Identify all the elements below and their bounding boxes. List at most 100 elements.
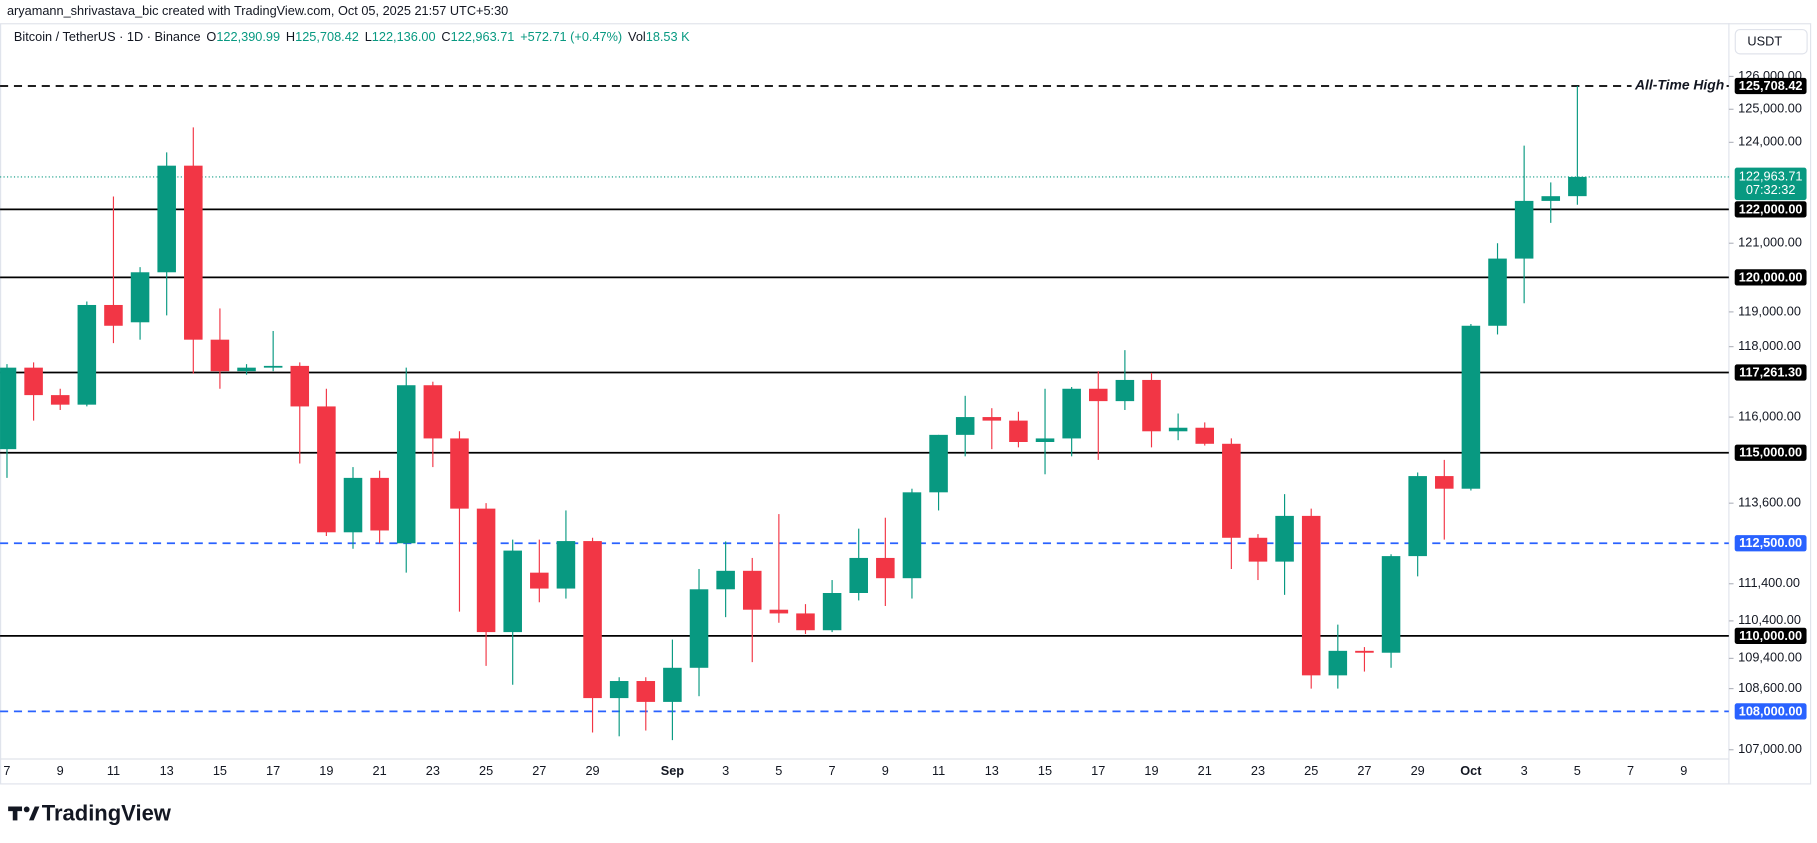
candle-body	[796, 613, 815, 631]
candle-body	[263, 365, 283, 368]
candle-body	[876, 557, 895, 579]
candle-body	[1035, 438, 1055, 443]
candle-body	[237, 367, 256, 372]
candle-body	[503, 550, 522, 633]
x-tick-label: 13	[160, 763, 174, 778]
candle-body	[476, 508, 496, 633]
level-price-box	[1734, 444, 1807, 461]
level-price-box	[1734, 627, 1807, 644]
candle-body	[716, 570, 735, 590]
candle-body	[130, 272, 150, 323]
x-tick-label: 25	[1304, 763, 1318, 778]
candle-body	[370, 477, 389, 531]
candle-body	[1408, 476, 1427, 557]
countdown: 07:32:32	[1746, 182, 1796, 197]
brand-logo	[8, 806, 40, 821]
y-tick-label: 119,000.00	[1738, 303, 1801, 318]
candle-body	[343, 477, 363, 533]
candle-body	[450, 438, 469, 509]
candle-body	[583, 541, 602, 699]
legend-close: 122,963.71	[451, 30, 515, 45]
candle-body	[1089, 388, 1108, 402]
candle-body	[77, 304, 97, 405]
level-price-box	[1734, 535, 1807, 552]
candle-body	[1275, 515, 1294, 562]
legend-open: 122,390.99	[216, 30, 280, 45]
x-tick-label: 9	[1680, 763, 1687, 778]
logo-slash	[28, 806, 40, 821]
x-tick-label: Oct	[1460, 763, 1482, 778]
candle-body	[1062, 388, 1081, 439]
level-price-label: 122,000.00	[1739, 201, 1803, 216]
level-price-label: 125,708.42	[1739, 78, 1803, 93]
x-tick-label: 11	[932, 763, 945, 778]
candle-body	[955, 417, 975, 435]
legend-low-label: L	[365, 30, 372, 45]
candle-body	[396, 385, 416, 544]
last-price-label: 122,963.71	[1739, 168, 1803, 183]
candle-body	[822, 592, 842, 631]
candle-body	[902, 492, 922, 579]
x-tick-label: 9	[57, 763, 64, 778]
y-tick-label: 125,000.00	[1738, 101, 1802, 116]
currency-button[interactable]	[1734, 28, 1808, 55]
candle-body	[1222, 443, 1241, 538]
legend-close-label: C	[441, 30, 450, 45]
level-price-label: 112,500.00	[1739, 535, 1802, 550]
logo-stem	[12, 806, 18, 821]
legend: Bitcoin / TetherUS · 1D · Binance O122,3…	[14, 30, 690, 45]
x-tick-label: 15	[213, 763, 227, 778]
level-price-box	[1734, 703, 1807, 720]
legend-open-label: O	[206, 30, 216, 45]
y-tick-label: 109,400.00	[1738, 650, 1802, 665]
candle-body	[290, 365, 310, 407]
brand: TradingView	[42, 800, 172, 825]
x-tick-label: 3	[1521, 763, 1528, 778]
level-price-box	[1734, 201, 1807, 218]
logo-dot	[23, 806, 30, 813]
plot-area	[0, 85, 1729, 741]
candle-body	[1168, 427, 1188, 432]
candle-body	[1381, 556, 1401, 653]
x-tick-label: 23	[426, 763, 440, 778]
y-tick-label: 108,600.00	[1738, 680, 1802, 695]
level-price-box	[1734, 269, 1807, 286]
candle-body	[1301, 515, 1321, 676]
candle-body	[1248, 537, 1268, 562]
x-tick-label: 15	[1038, 763, 1052, 778]
candle-body	[929, 434, 948, 493]
candle-body	[769, 609, 789, 614]
x-tick-label: 19	[1144, 763, 1158, 778]
candle-body	[1355, 650, 1374, 653]
currency[interactable]: USDT	[1747, 34, 1782, 49]
legend-change: +572.71 (+0.47%)	[520, 30, 622, 45]
candle-body	[1435, 476, 1454, 489]
candle-body	[689, 589, 709, 668]
level-note: All-Time High	[1634, 77, 1724, 93]
level-price-label: 115,000.00	[1739, 445, 1802, 460]
level-price-box	[1734, 77, 1807, 95]
x-tick-label: 5	[1574, 763, 1581, 778]
candle-body	[1142, 379, 1161, 432]
candle-body	[742, 570, 762, 610]
candle-body	[982, 417, 1002, 421]
y-tick-label: 111,400.00	[1738, 575, 1800, 590]
candle-body	[104, 304, 123, 326]
legend-volume: 18.53 K	[646, 30, 690, 45]
x-tick-label: Sep	[661, 763, 685, 778]
candle-body	[210, 339, 230, 372]
x-tick-label: 17	[266, 763, 280, 778]
x-tick-label: 7	[3, 763, 10, 778]
candle-body	[1328, 650, 1348, 676]
y-tick-label: 113,600.00	[1738, 495, 1801, 510]
y-tick-label: 124,000.00	[1738, 134, 1802, 149]
attribution: aryamann_shrivastava_bic created with Tr…	[7, 3, 508, 18]
candle-body	[1195, 427, 1215, 444]
level-price-label: 117,261.30	[1739, 364, 1802, 379]
y-tick-label: 118,000.00	[1738, 338, 1801, 353]
candle-body	[1488, 258, 1507, 326]
level-price-label: 110,000.00	[1739, 628, 1802, 643]
